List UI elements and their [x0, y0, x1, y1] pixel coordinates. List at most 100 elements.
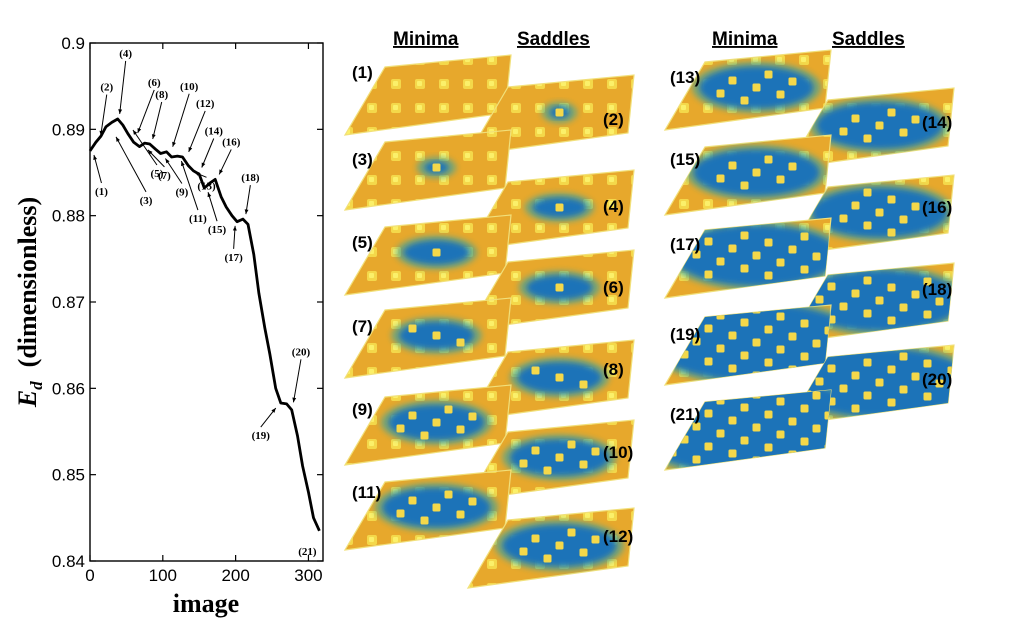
- atom-bump: [899, 352, 908, 361]
- y-axis-label-rest: (dimensionless): [13, 197, 42, 367]
- callout-arrowhead: [292, 397, 297, 403]
- vacancy-well: [808, 97, 951, 154]
- atom-bump: [408, 324, 417, 333]
- callout-label: (7): [158, 170, 171, 182]
- y-axis-label-main: E: [13, 390, 42, 408]
- callout-arrow: [115, 136, 147, 193]
- atom-bump: [728, 244, 737, 253]
- vacancy-well: [374, 482, 499, 533]
- callout-arrow: [100, 94, 108, 136]
- x-tick-label: 0: [85, 566, 94, 585]
- surface-panel-11: (11): [343, 469, 512, 551]
- callout-label: (9): [175, 187, 188, 199]
- atom-bump: [752, 83, 761, 92]
- vacancy-well: [685, 144, 828, 201]
- atom-bump: [728, 449, 737, 458]
- atom-bump: [740, 231, 749, 240]
- atom-bump: [555, 108, 564, 117]
- panel-label: (16): [922, 198, 952, 217]
- panel-label: (20): [922, 370, 952, 389]
- atom-bump: [863, 391, 872, 400]
- atom-bump: [863, 134, 872, 143]
- atom-bump: [704, 442, 713, 451]
- atom-bump: [923, 277, 932, 286]
- surface-panel-3: (3): [343, 129, 512, 211]
- atom-bump: [815, 295, 824, 304]
- atom-bump: [519, 547, 528, 556]
- atom-bump: [728, 76, 737, 85]
- atom-bump: [519, 459, 528, 468]
- atom-bump: [468, 497, 477, 506]
- callout-arrow: [137, 89, 155, 134]
- callout-label: (19): [252, 430, 271, 442]
- atom-bump: [837, 347, 845, 355]
- plot-frame: [89, 42, 324, 562]
- atom-bump: [716, 344, 725, 353]
- atom-bump: [800, 265, 809, 274]
- atom-bump: [875, 378, 884, 387]
- callout-label: (11): [189, 213, 207, 225]
- atom-bump: [800, 352, 809, 361]
- surface-edge: [466, 507, 635, 589]
- atom-bump: [531, 446, 540, 455]
- atom-bump: [851, 289, 860, 298]
- atom-bump: [432, 503, 441, 512]
- atom-bump: [408, 496, 417, 505]
- vacancy-well: [518, 270, 601, 305]
- callout-label: (2): [100, 82, 113, 94]
- callout-label: (1): [95, 186, 108, 198]
- callout-arrowhead: [188, 146, 193, 152]
- surface-edge: [466, 169, 635, 251]
- atom-bump: [887, 398, 896, 407]
- atom-bump: [863, 358, 872, 367]
- callout-arrowhead: [118, 109, 123, 114]
- panel-label: (1): [352, 63, 373, 82]
- callout-arrow: [245, 185, 251, 215]
- surface-panel-17: (17): [663, 217, 832, 299]
- panel-label: (7): [352, 317, 373, 336]
- callout-arrow: [188, 110, 206, 153]
- atom-bump: [692, 250, 701, 259]
- atom-bump: [740, 181, 749, 190]
- atom-bump: [728, 416, 737, 425]
- callout-arrow: [207, 192, 218, 222]
- atom-bump: [579, 460, 588, 469]
- atom-bump: [764, 70, 773, 79]
- surface-edge: [343, 54, 512, 136]
- atom-bump: [420, 516, 429, 525]
- callout-label: (12): [196, 98, 215, 110]
- atom-bump: [555, 283, 564, 292]
- panel-label: (17): [670, 235, 700, 254]
- panel-label: (12): [603, 527, 633, 546]
- atom-bump: [657, 429, 665, 437]
- atom-bump: [716, 429, 725, 438]
- atom-bump: [899, 385, 908, 394]
- callout-arrowhead: [201, 162, 206, 168]
- y-tick-label: 0.88: [52, 207, 85, 226]
- atom-bump: [851, 201, 860, 210]
- callout-arrowhead: [93, 155, 98, 161]
- atom-bump: [740, 403, 749, 412]
- callout-arrowhead: [181, 161, 185, 167]
- atom-bump: [567, 528, 576, 537]
- callout-arrow: [201, 138, 215, 168]
- callout-label: (13): [197, 180, 216, 192]
- y-tick-group: 0.84 0.85 0.86 0.87 0.88 0.89 0.9: [52, 34, 323, 571]
- callout-arrow: [132, 129, 158, 166]
- atom-bump: [716, 89, 725, 98]
- atom-bump: [704, 409, 713, 418]
- atom-bump: [740, 351, 749, 360]
- panel-label: (3): [352, 150, 373, 169]
- callout-label: (8): [155, 89, 168, 101]
- surface-edge: [343, 129, 512, 211]
- atom-bump: [800, 437, 809, 446]
- atom-bump: [839, 384, 848, 393]
- x-tick-label: 200: [221, 566, 249, 585]
- atom-bump: [444, 490, 453, 499]
- atom-bump: [923, 310, 932, 319]
- x-tick-label: 100: [149, 566, 177, 585]
- surface-edge: [343, 297, 512, 379]
- vacancy-well: [691, 61, 822, 114]
- atom-bump: [555, 541, 564, 550]
- atom-bump: [456, 510, 465, 519]
